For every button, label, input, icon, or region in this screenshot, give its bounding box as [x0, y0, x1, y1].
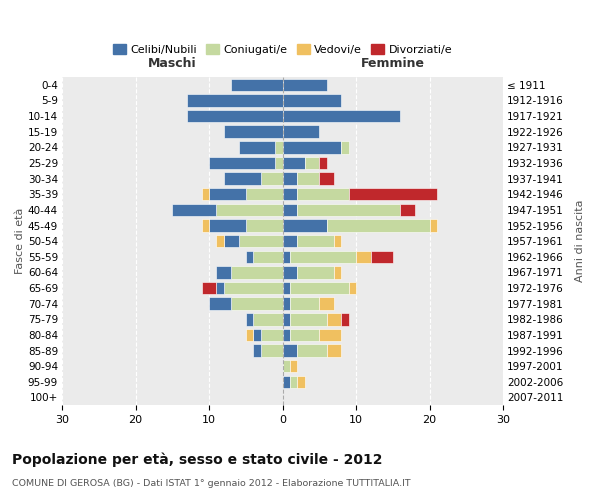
Bar	[283, 78, 326, 91]
Bar	[297, 235, 334, 248]
Bar	[246, 188, 283, 200]
Bar	[283, 266, 297, 278]
Bar	[297, 188, 349, 200]
Text: Popolazione per età, sesso e stato civile - 2012: Popolazione per età, sesso e stato civil…	[12, 452, 383, 467]
Bar	[283, 94, 341, 106]
Bar	[290, 313, 326, 326]
Bar	[224, 282, 283, 294]
Bar	[283, 188, 297, 200]
Bar	[283, 328, 290, 341]
Bar	[430, 220, 437, 232]
Bar	[283, 204, 297, 216]
Bar	[209, 156, 275, 169]
Bar	[283, 250, 290, 263]
Bar	[275, 141, 283, 154]
Bar	[326, 344, 341, 357]
Bar	[253, 328, 260, 341]
Bar	[283, 344, 297, 357]
Bar	[224, 126, 283, 138]
Bar	[246, 313, 253, 326]
Bar	[246, 328, 253, 341]
Bar	[297, 172, 319, 185]
Bar	[253, 250, 283, 263]
Bar	[283, 156, 305, 169]
Bar	[283, 376, 290, 388]
Bar	[283, 172, 297, 185]
Bar	[202, 188, 209, 200]
Text: Maschi: Maschi	[148, 58, 197, 70]
Bar	[209, 220, 246, 232]
Bar	[283, 313, 290, 326]
Bar	[297, 376, 305, 388]
Bar	[283, 141, 341, 154]
Bar	[209, 188, 246, 200]
Bar	[334, 266, 341, 278]
Text: Femmine: Femmine	[361, 58, 425, 70]
Bar	[224, 235, 239, 248]
Bar	[349, 282, 356, 294]
Legend: Celibi/Nubili, Coniugati/e, Vedovi/e, Divorziati/e: Celibi/Nubili, Coniugati/e, Vedovi/e, Di…	[108, 40, 457, 60]
Bar	[349, 188, 437, 200]
Bar	[260, 172, 283, 185]
Text: COMUNE DI GEROSA (BG) - Dati ISTAT 1° gennaio 2012 - Elaborazione TUTTITALIA.IT: COMUNE DI GEROSA (BG) - Dati ISTAT 1° ge…	[12, 479, 410, 488]
Bar	[297, 344, 326, 357]
Bar	[246, 220, 283, 232]
Bar	[319, 172, 334, 185]
Bar	[319, 328, 341, 341]
Bar	[187, 94, 283, 106]
Bar	[319, 298, 334, 310]
Bar	[290, 376, 297, 388]
Bar	[371, 250, 393, 263]
Bar	[231, 266, 283, 278]
Bar	[246, 250, 253, 263]
Bar	[290, 360, 297, 372]
Bar	[326, 313, 341, 326]
Bar	[297, 204, 400, 216]
Bar	[217, 235, 224, 248]
Bar	[209, 298, 231, 310]
Bar	[202, 220, 209, 232]
Bar	[224, 172, 260, 185]
Bar	[283, 110, 400, 122]
Bar	[290, 282, 349, 294]
Bar	[283, 126, 319, 138]
Bar	[341, 141, 349, 154]
Bar	[283, 220, 326, 232]
Bar	[231, 78, 283, 91]
Bar	[356, 250, 371, 263]
Bar	[290, 298, 319, 310]
Bar	[275, 156, 283, 169]
Bar	[217, 282, 224, 294]
Bar	[187, 110, 283, 122]
Y-axis label: Anni di nascita: Anni di nascita	[575, 200, 585, 282]
Bar	[231, 298, 283, 310]
Bar	[202, 282, 217, 294]
Bar	[283, 235, 297, 248]
Bar	[326, 220, 430, 232]
Bar	[283, 360, 290, 372]
Bar	[239, 141, 275, 154]
Bar	[290, 250, 356, 263]
Bar	[253, 313, 283, 326]
Bar	[239, 235, 283, 248]
Bar	[341, 313, 349, 326]
Y-axis label: Fasce di età: Fasce di età	[15, 208, 25, 274]
Bar	[260, 328, 283, 341]
Bar	[283, 282, 290, 294]
Bar	[319, 156, 326, 169]
Bar	[297, 266, 334, 278]
Bar	[253, 344, 260, 357]
Bar	[217, 266, 231, 278]
Bar	[172, 204, 217, 216]
Bar	[217, 204, 283, 216]
Bar	[290, 328, 319, 341]
Bar	[400, 204, 415, 216]
Bar	[305, 156, 319, 169]
Bar	[283, 298, 290, 310]
Bar	[334, 235, 341, 248]
Bar	[260, 344, 283, 357]
